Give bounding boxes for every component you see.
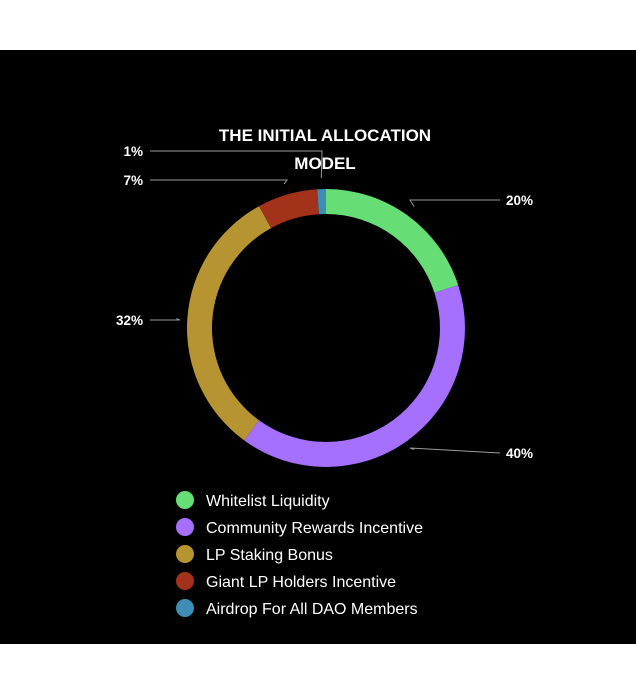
chart-title-line-1: THE INITIAL ALLOCATION — [219, 126, 431, 145]
legend-label-1: Community Rewards Incentive — [206, 520, 423, 537]
donut-slice-0 — [326, 189, 459, 293]
callout-line-0 — [409, 199, 500, 207]
data-label-0: 20% — [506, 193, 533, 208]
data-label-3: 7% — [123, 173, 143, 188]
data-label-2: 32% — [116, 313, 143, 328]
donut-slices — [186, 189, 466, 468]
legend: Whitelist Liquidity Community Rewards Inc… — [176, 491, 423, 618]
callouts: 20% 40% 32% 7% 1% — [116, 144, 533, 461]
data-label-1: 40% — [506, 446, 533, 461]
chart-panel — [0, 50, 636, 644]
legend-label-3: Giant LP Holders Incentive — [206, 574, 396, 591]
callout-line-2 — [150, 318, 181, 321]
legend-label-4: Airdrop For All DAO Members — [206, 601, 418, 618]
callout-line-3 — [150, 179, 288, 185]
data-label-4: 1% — [123, 144, 143, 159]
donut-slice-4 — [317, 189, 326, 215]
donut-slice-1 — [244, 285, 466, 468]
chart-title-line-2: MODEL — [294, 154, 355, 173]
donut-slice-3 — [259, 189, 319, 229]
legend-swatch-3 — [176, 572, 194, 590]
legend-swatch-4 — [176, 599, 194, 617]
legend-label-0: Whitelist Liquidity — [206, 493, 330, 510]
callout-line-4 — [150, 150, 323, 179]
legend-swatch-1 — [176, 518, 194, 536]
donut-chart: 20% 40% 32% 7% 1% THE INITIAL ALLOCATION MOD… — [116, 126, 533, 618]
legend-label-2: LP Staking Bonus — [206, 547, 333, 564]
legend-swatch-2 — [176, 545, 194, 563]
legend-swatch-0 — [176, 491, 194, 509]
donut-slice-2 — [186, 206, 272, 441]
callout-line-1 — [409, 447, 501, 454]
